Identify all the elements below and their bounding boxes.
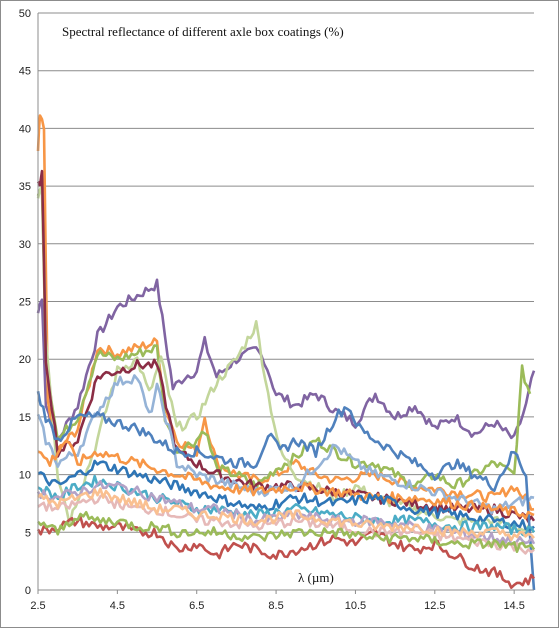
x-tick-label: 6.5 (189, 600, 204, 612)
series-line-14 (37, 487, 535, 542)
series-layer (36, 114, 536, 591)
series-line-4 (36, 182, 535, 534)
x-axis-label: λ (µm) (298, 570, 334, 585)
series-line-10 (36, 515, 536, 589)
x-tick-label: 12.5 (424, 600, 445, 612)
chart-title: Spectral reflectance of different axle b… (62, 24, 344, 39)
series-line-2 (36, 114, 535, 511)
y-tick-label: 25 (19, 297, 31, 309)
x-tick-label: 4.5 (110, 600, 125, 612)
series-line-9 (37, 459, 535, 532)
x-tick-labels: 2.5 4.5 6.5 8.5 10.5 12.5 14.5 (30, 590, 525, 612)
series-line-15 (37, 510, 536, 553)
y-tick-label: 30 (19, 239, 31, 251)
y-tick-label: 20 (19, 354, 31, 366)
series-line-1 (36, 278, 536, 441)
x-tick-label: 10.5 (345, 600, 366, 612)
series-line-6 (36, 374, 535, 515)
y-tick-label: 45 (19, 66, 31, 78)
series-line-3 (36, 188, 532, 491)
y-tick-label: 0 (25, 585, 31, 597)
y-tick-label: 10 (19, 470, 31, 482)
y-tick-label: 50 (19, 8, 31, 20)
y-tick-label: 40 (19, 123, 31, 135)
series-line-8 (37, 439, 535, 520)
x-tick-label: 2.5 (30, 600, 45, 612)
y-tick-label: 5 (25, 527, 31, 539)
y-tick-labels: 0 5 10 15 20 25 30 35 40 45 50 (19, 8, 31, 597)
series-line-7 (36, 391, 536, 591)
y-tick-label: 15 (19, 412, 31, 424)
y-tick-label: 35 (19, 181, 31, 193)
x-tick-label: 8.5 (268, 600, 283, 612)
x-tick-label: 14.5 (503, 600, 524, 612)
